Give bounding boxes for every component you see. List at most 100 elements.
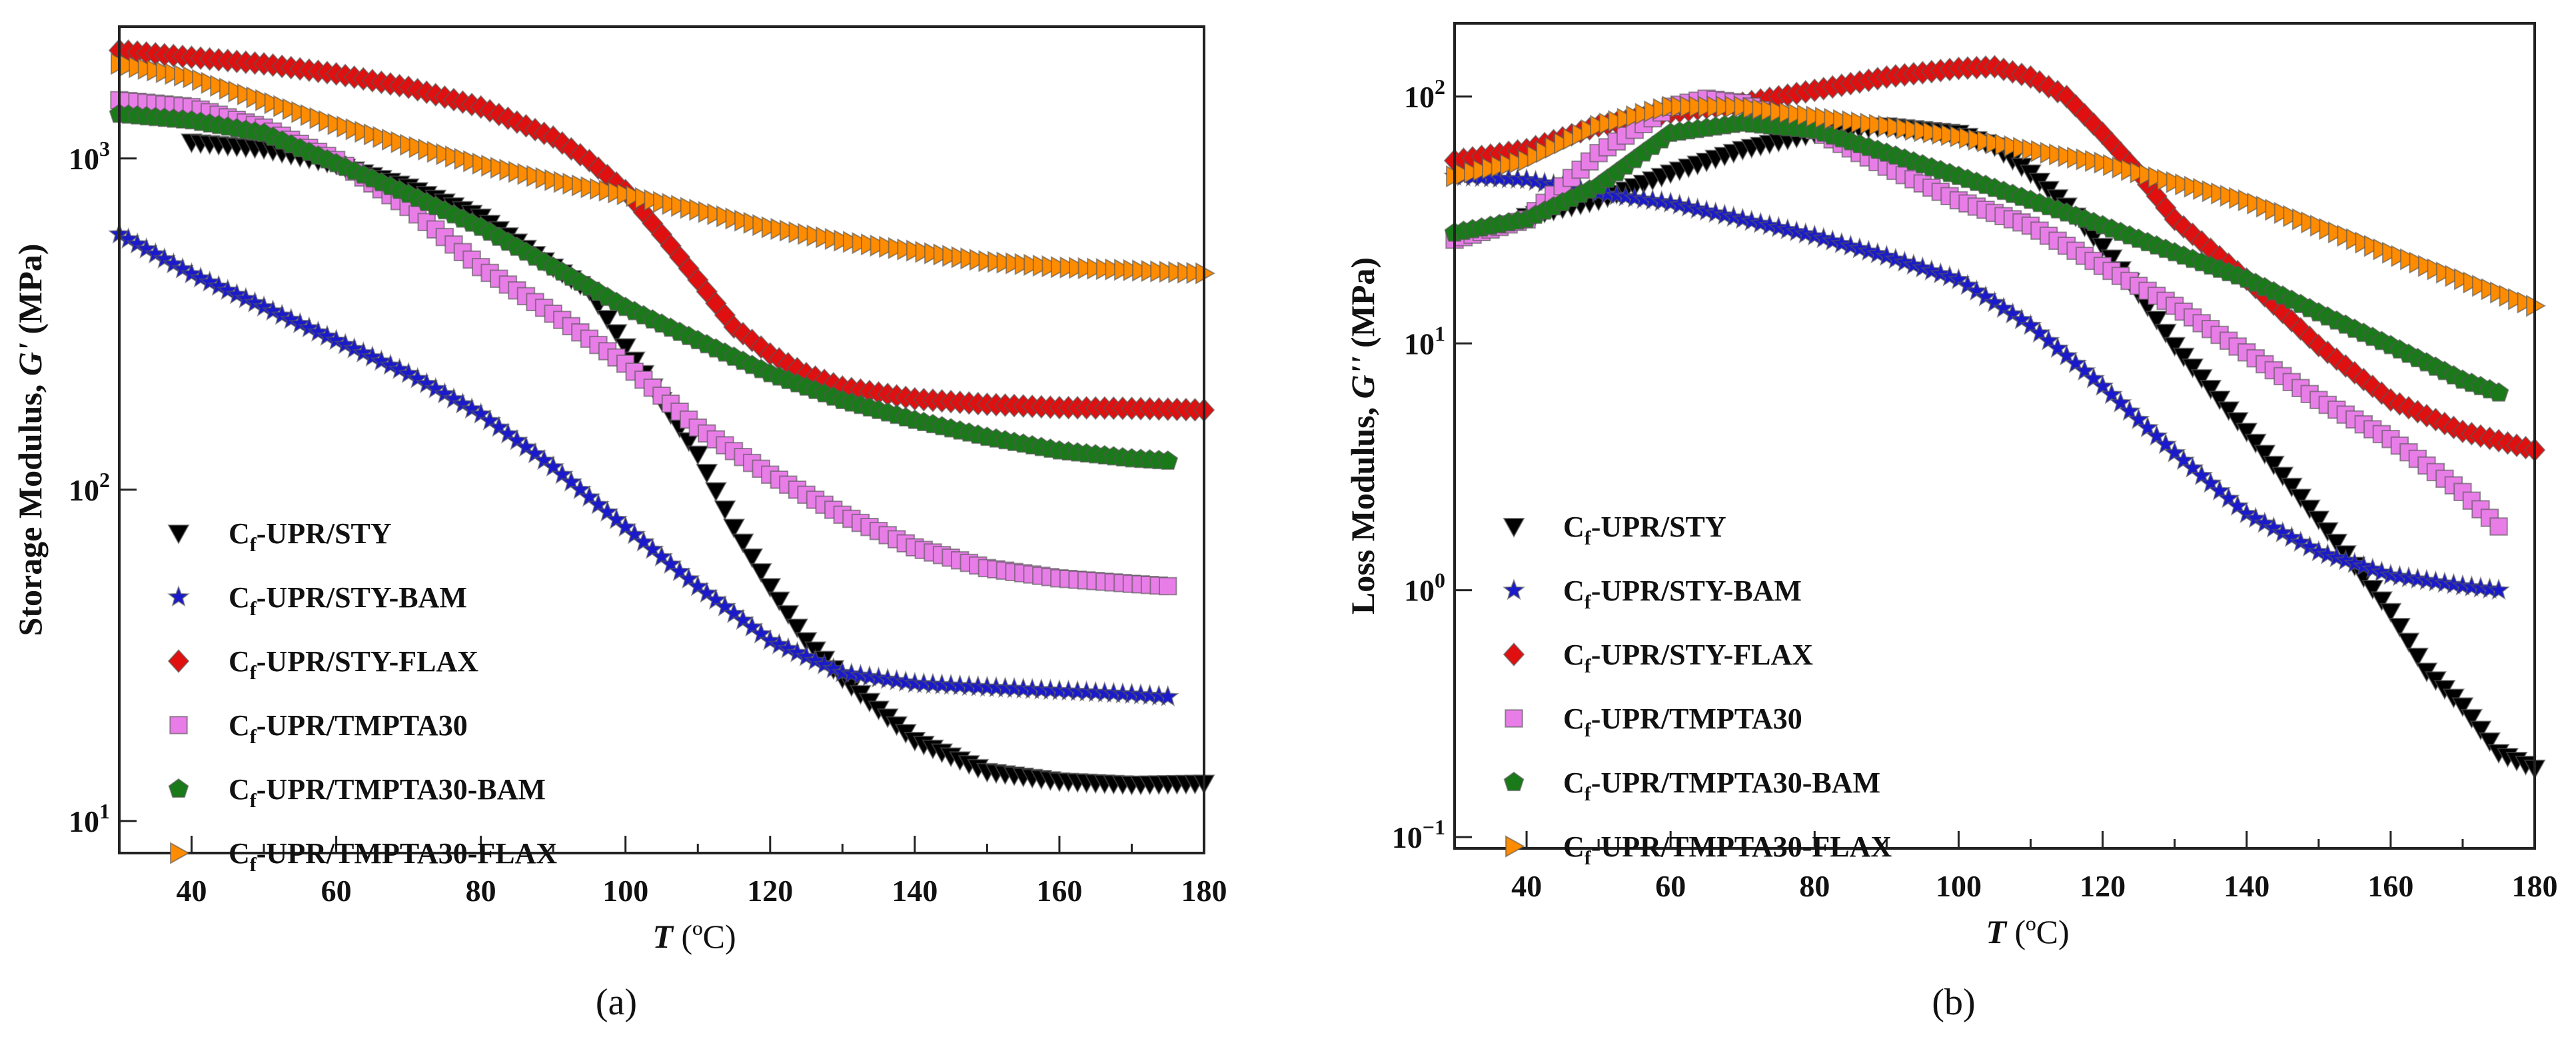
data-point xyxy=(2262,516,2285,538)
data-point xyxy=(2262,455,2285,476)
data-point xyxy=(776,636,800,658)
data-point xyxy=(126,232,149,254)
data-point xyxy=(2388,618,2411,638)
data-point xyxy=(370,349,393,371)
legend-item: Cf-UPR/STY-BAM xyxy=(1502,574,1802,613)
x-tick-label: 160 xyxy=(1036,874,1082,908)
data-point xyxy=(2091,237,2114,258)
data-point xyxy=(596,310,619,331)
data-point xyxy=(261,299,285,321)
data-point xyxy=(2154,323,2177,344)
data-point xyxy=(451,392,474,414)
data-point xyxy=(696,463,718,484)
data-point xyxy=(822,656,845,678)
data-point xyxy=(189,266,213,288)
data-point xyxy=(813,652,836,674)
legend-item: Cf-UPR/TMPTA30 xyxy=(1505,702,1802,741)
data-point xyxy=(153,247,176,269)
data-point xyxy=(795,644,818,666)
x-tick-label: 120 xyxy=(747,874,793,908)
data-point xyxy=(1974,285,1998,307)
data-point xyxy=(1156,684,1179,706)
data-point xyxy=(198,270,221,292)
legend-item: Cf-UPR/STY xyxy=(167,517,392,556)
data-point xyxy=(2361,580,2384,600)
x-tick-label: 100 xyxy=(1936,869,1982,903)
legend-marker-icon xyxy=(1505,835,1526,858)
data-point xyxy=(225,283,249,305)
data-point xyxy=(2289,530,2312,552)
data-point xyxy=(2460,708,2483,729)
data-point xyxy=(2190,369,2213,389)
legend-label: Cf-UPR/STY-FLAX xyxy=(1563,638,1813,677)
data-point xyxy=(2254,445,2276,465)
y-tick-label: 101 xyxy=(69,799,110,838)
legend-marker-icon xyxy=(170,842,191,864)
data-point xyxy=(2271,467,2294,487)
x-tick-label: 160 xyxy=(2367,869,2413,903)
data-point xyxy=(334,333,357,355)
data-point xyxy=(605,324,628,345)
data-point xyxy=(614,338,637,359)
legend-label: Cf-UPR/STY xyxy=(1563,511,1726,549)
data-point xyxy=(2091,374,2114,397)
legend-marker-icon xyxy=(1503,771,1525,792)
series-Cf-UPR/TMPTA30 xyxy=(1445,89,2508,536)
x-tick-label: 40 xyxy=(1511,869,1542,903)
data-point xyxy=(704,482,728,503)
panel-label: (a) xyxy=(596,982,637,1023)
data-point xyxy=(2154,433,2178,455)
data-point xyxy=(2136,416,2160,438)
x-tick-label: 60 xyxy=(1655,869,1686,903)
chart-panel-b: 40 60 80 100 120 140 160 180 10−1 100 101 102 T (ºC)… xyxy=(1344,22,2558,1023)
data-point xyxy=(1947,267,1970,290)
data-point xyxy=(2235,502,2258,524)
data-point xyxy=(2397,632,2420,653)
data-point xyxy=(786,618,809,639)
legend-item: Cf-UPR/STY-FLAX xyxy=(1503,638,1813,677)
x-tick-label: 80 xyxy=(1799,869,1830,903)
data-point xyxy=(722,519,746,539)
data-point xyxy=(2298,499,2321,520)
data-point xyxy=(2370,591,2393,612)
data-point xyxy=(2451,697,2474,718)
x-tick-label: 180 xyxy=(2512,869,2558,903)
series-Cf-UPR/STY-BAM xyxy=(107,222,1179,706)
data-point xyxy=(2469,720,2492,741)
legend-item: Cf-UPR/STY-BAM xyxy=(167,581,467,620)
data-point xyxy=(424,377,447,399)
legend-label: Cf-UPR/STY-FLAX xyxy=(229,645,478,684)
data-point xyxy=(786,640,809,662)
legend-item: Cf-UPR/STY-FLAX xyxy=(167,645,478,684)
data-point xyxy=(2488,382,2509,402)
x-tick-label: 60 xyxy=(321,874,352,908)
legend-label: Cf-UPR/STY-BAM xyxy=(1563,574,1802,613)
chart-panel-a: 40 60 80 100 120 140 160 180 101 102 103 T (ºC) Stor… xyxy=(11,25,1227,1023)
data-point xyxy=(2244,507,2267,528)
data-point xyxy=(271,303,294,325)
data-point xyxy=(2172,347,2195,368)
data-point xyxy=(2127,407,2150,430)
data-point xyxy=(2146,311,2168,331)
data-point xyxy=(207,274,231,297)
data-point xyxy=(2325,533,2348,554)
data-point xyxy=(378,353,402,375)
data-point xyxy=(759,578,782,598)
data-point xyxy=(360,345,384,367)
data-point xyxy=(2109,391,2132,413)
data-point xyxy=(2182,358,2204,379)
legend-item: Cf-UPR/TMPTA30-FLAX xyxy=(170,837,557,876)
data-point xyxy=(2280,477,2303,498)
series-Cf-UPR/TMPTA30-FLAX xyxy=(1446,95,2547,317)
legend-marker-icon xyxy=(169,716,188,734)
data-point xyxy=(388,357,411,379)
data-point xyxy=(2145,424,2168,446)
data-point xyxy=(2100,383,2124,405)
y-tick-label: 10−1 xyxy=(1392,815,1445,854)
data-point xyxy=(2226,412,2249,433)
data-point xyxy=(2164,337,2186,357)
legend: Cf-UPR/STY Cf-UPR/STY-BAM Cf-UPR/STY-FLAX C… xyxy=(1502,511,1892,869)
data-point xyxy=(1956,273,1980,295)
legend-item: Cf-UPR/TMPTA30-FLAX xyxy=(1505,830,1892,869)
